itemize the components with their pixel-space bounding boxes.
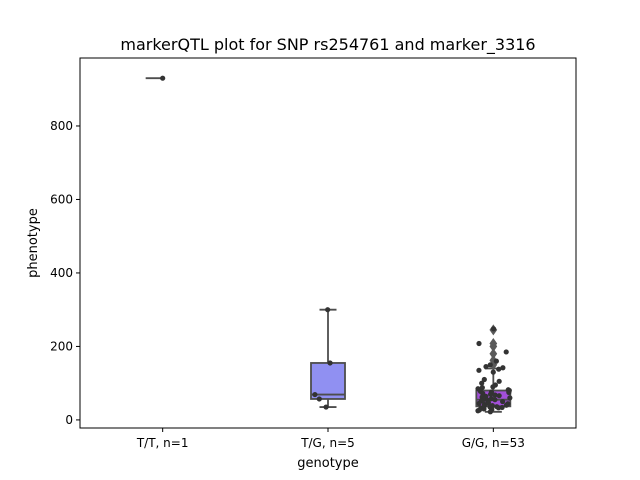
data-point: [500, 398, 506, 405]
data-point: [483, 364, 489, 370]
data-point: [496, 378, 502, 384]
y-tick-label: 800: [50, 119, 73, 133]
y-tick-label: 0: [65, 413, 73, 427]
data-point: [160, 75, 166, 81]
y-tick-label: 200: [50, 339, 73, 353]
data-point: [506, 389, 512, 395]
data-point: [496, 366, 502, 372]
data-point: [496, 393, 502, 399]
data-point: [476, 400, 482, 406]
chart-title: markerQTL plot for SNP rs254761 and mark…: [120, 35, 535, 55]
data-point: [507, 395, 513, 401]
data-point: [479, 380, 485, 386]
data-point: [493, 358, 499, 364]
data-point: [327, 360, 333, 366]
data-point: [500, 365, 506, 371]
x-tick-label: T/G, n=5: [300, 436, 355, 450]
data-point: [476, 340, 482, 347]
data-point: [476, 367, 482, 373]
data-point: [481, 376, 487, 383]
y-axis-label: phenotype: [26, 208, 41, 278]
data-point: [503, 349, 509, 355]
data-point: [490, 369, 496, 375]
box-group: [145, 75, 166, 81]
data-point: [487, 362, 493, 368]
x-tick-label: G/G, n=53: [462, 436, 525, 450]
data-point: [490, 384, 496, 390]
box-group: [310, 307, 346, 410]
data-point: [487, 391, 494, 397]
data-point: [481, 406, 487, 412]
data-point: [492, 397, 498, 403]
x-tick-label: T/T, n=1: [136, 436, 189, 450]
data-point: [495, 405, 502, 411]
box: [310, 362, 346, 400]
plot-area: [145, 75, 513, 415]
data-point: [323, 404, 329, 410]
data-point: [490, 326, 497, 332]
data-point: [325, 307, 331, 313]
data-point: [316, 396, 322, 402]
data-point: [503, 402, 509, 408]
box-group: [475, 324, 513, 415]
y-tick-label: 600: [50, 192, 73, 206]
data-point: [492, 392, 498, 398]
x-axis-label: genotype: [297, 456, 358, 471]
data-point: [487, 409, 493, 415]
data-point: [312, 391, 318, 398]
data-point: [475, 408, 481, 414]
y-tick-label: 400: [50, 266, 73, 280]
